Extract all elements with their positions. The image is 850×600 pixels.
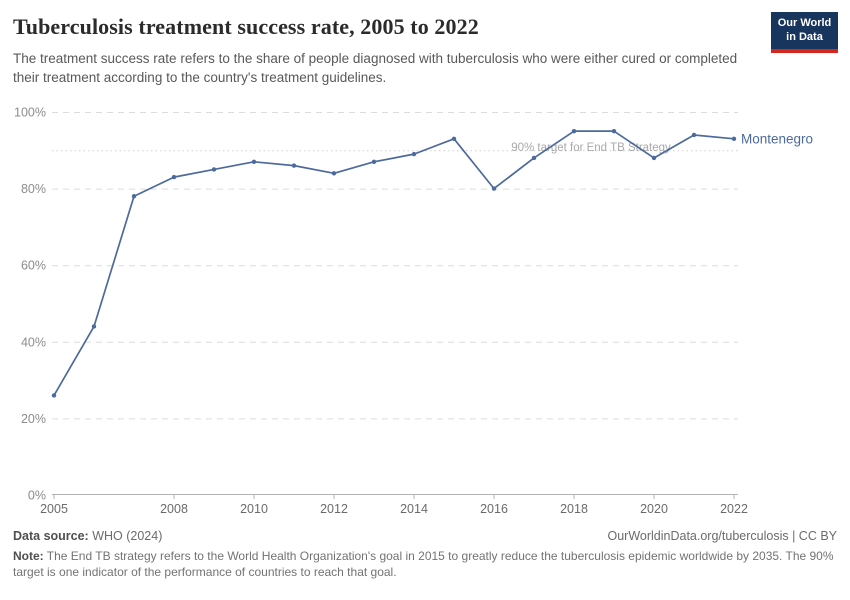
data-source-value: WHO (2024) [88,529,163,543]
y-axis-tick-label: 20% [21,412,46,426]
x-axis-tick-label: 2020 [640,502,668,516]
y-axis-tick-label: 60% [21,259,46,273]
note-label: Note: [13,549,44,563]
data-point-marker[interactable] [131,194,137,199]
data-point-marker[interactable] [411,151,417,157]
owid-logo: Our World in Data [771,12,838,53]
data-point-marker[interactable] [211,167,217,172]
data-point-marker[interactable] [171,174,177,180]
data-point-marker[interactable] [571,128,577,134]
x-axis-tick-label: 2016 [480,502,508,516]
x-axis-tick-label: 2022 [720,502,748,516]
series-label[interactable]: Montenegro [741,131,813,146]
data-point-marker[interactable] [611,128,617,134]
x-axis-tick-label: 2010 [240,502,268,516]
note-value: The End TB strategy refers to the World … [13,549,834,579]
page-title: Tuberculosis treatment success rate, 200… [13,14,479,39]
data-point-marker[interactable] [91,324,97,329]
data-source-label: Data source: [13,529,89,543]
y-axis-tick-label: 80% [21,182,46,196]
x-axis-tick-label: 2018 [560,502,588,516]
data-point-marker[interactable] [531,155,537,161]
x-axis-tick-label: 2012 [320,502,348,516]
owid-url-link[interactable]: OurWorldinData.org/tuberculosis | CC BY [607,529,838,543]
x-axis-tick-label: 2005 [40,502,68,516]
x-axis-tick-label: 2008 [160,502,188,516]
series-line [53,130,735,396]
chart-subtitle: The treatment success rate refers to the… [13,51,738,85]
data-point-marker[interactable] [491,186,497,191]
data-point-marker[interactable] [331,171,337,176]
data-source: Data source: WHO (2024) [13,529,162,543]
data-point-marker[interactable] [451,136,457,142]
data-point-marker[interactable] [251,159,257,164]
y-axis-tick-label: 0% [28,489,46,503]
owid-logo-line1: Our World [777,17,832,29]
data-point-marker[interactable] [291,163,297,168]
target-line-label: 90% target for End TB Strategy [511,142,671,154]
data-point-marker[interactable] [651,155,657,161]
owid-logo-line2: in Data [786,30,823,43]
data-point-marker[interactable] [51,393,57,398]
data-point-marker[interactable] [691,132,697,138]
chart-footer: Data source: WHO (2024) OurWorldinData.o… [13,529,837,581]
license-link[interactable]: OurWorldinData.org/tuberculosis | CC BY [608,529,838,543]
x-axis-tick-label: 2014 [400,502,428,516]
y-axis-tick-label: 100% [14,106,46,120]
data-point-marker[interactable] [371,159,377,164]
chart-note: Note: The End TB strategy refers to the … [13,549,837,581]
y-axis-tick-label: 40% [21,335,46,349]
data-point-marker[interactable] [731,136,737,142]
